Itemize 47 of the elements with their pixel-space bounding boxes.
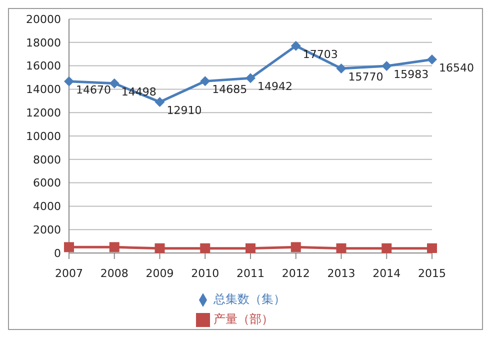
point <box>154 96 165 107</box>
point <box>290 242 301 252</box>
point <box>336 63 346 74</box>
x-tick-label: 2009 <box>146 266 174 280</box>
x-tick-label: 2013 <box>327 266 356 280</box>
data-label: 15983 <box>394 68 429 81</box>
point <box>109 78 120 88</box>
y-tick-label: 6000 <box>33 176 61 190</box>
point <box>246 243 256 253</box>
data-label: 16540 <box>439 61 474 74</box>
data-label: 15770 <box>348 70 384 84</box>
y-tick-label: 20000 <box>26 12 61 26</box>
point <box>290 40 301 51</box>
x-tick-label: 2010 <box>191 266 220 280</box>
point <box>154 243 165 253</box>
y-tick-label: 16000 <box>26 60 61 73</box>
y-tick-label: 2000 <box>33 224 61 237</box>
data-label: 14942 <box>258 80 292 94</box>
legend-label: 产量（部） <box>214 312 274 326</box>
point <box>200 76 210 86</box>
point <box>109 242 120 252</box>
point <box>382 61 392 71</box>
data-label: 12910 <box>166 104 202 117</box>
y-tick-label: 14000 <box>26 83 61 96</box>
x-tick-label: 2007 <box>55 266 83 280</box>
point <box>64 242 74 252</box>
point <box>382 243 392 253</box>
data-label: 14670 <box>76 83 111 96</box>
point <box>427 54 437 64</box>
point <box>336 243 346 253</box>
x-tick-label: 2015 <box>418 266 446 280</box>
point <box>64 76 74 86</box>
data-label: 14685 <box>212 83 248 96</box>
point <box>427 243 437 253</box>
x-tick-label: 2012 <box>282 266 310 280</box>
y-tick-label: 8000 <box>33 153 61 166</box>
legend-label: 总集数（集） <box>214 292 286 306</box>
x-tick-label: 2014 <box>372 266 401 280</box>
y-tick-label: 18000 <box>26 36 61 50</box>
y-tick-label: 4000 <box>33 200 61 214</box>
x-tick-label: 2011 <box>236 266 264 280</box>
y-tick-label: 0 <box>54 246 61 260</box>
x-tick-label: 2008 <box>100 266 128 280</box>
y-tick-label: 12000 <box>26 106 61 120</box>
point <box>200 243 210 253</box>
y-tick-label: 10000 <box>26 130 61 143</box>
point <box>246 73 256 84</box>
